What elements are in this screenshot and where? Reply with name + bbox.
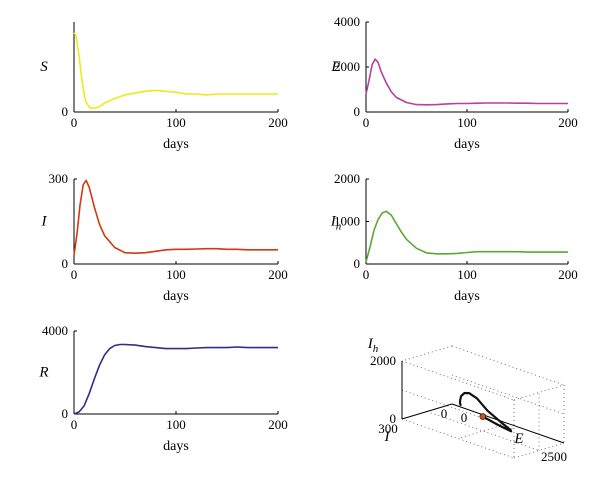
y-tick-label: 2000 bbox=[334, 59, 360, 74]
i-axis-label: I bbox=[384, 429, 391, 445]
z-axis-label: Ih bbox=[367, 336, 379, 355]
series-line-e bbox=[365, 58, 568, 106]
i-tick-label: 0 bbox=[441, 406, 448, 421]
y-tick-label: 4000 bbox=[334, 14, 360, 29]
x-tick-label: 200 bbox=[558, 267, 578, 282]
x-tick-label: 100 bbox=[457, 115, 477, 130]
y-tick-label: 1000 bbox=[334, 214, 360, 229]
x-axis-label: days bbox=[454, 137, 480, 152]
x-tick-label: 0 bbox=[71, 417, 78, 432]
x-axis-label: days bbox=[163, 439, 189, 454]
e-tick-label: 2500 bbox=[541, 449, 567, 464]
x-tick-label: 200 bbox=[268, 115, 288, 130]
series-line-s bbox=[73, 32, 278, 110]
grid-line-3d bbox=[451, 345, 565, 386]
grid-line-3d bbox=[401, 345, 453, 362]
panel-s: 0 100 200 0 days S bbox=[40, 22, 288, 152]
e-tick-label: 0 bbox=[461, 410, 468, 425]
x-axis-label: days bbox=[163, 137, 189, 152]
x-tick-label: 200 bbox=[558, 115, 578, 130]
trajectory-start-marker bbox=[479, 413, 487, 420]
z-tick-label: 0 bbox=[390, 411, 397, 426]
y-tick-label: 300 bbox=[49, 171, 69, 186]
x-tick-label: 0 bbox=[71, 267, 78, 282]
y-axis-label: Ih bbox=[330, 214, 342, 233]
z-axis-label-main: I bbox=[367, 336, 374, 352]
grid-line-3d bbox=[401, 360, 515, 401]
y-axis-label: S bbox=[40, 59, 48, 75]
y-tick-label: 2000 bbox=[334, 171, 360, 186]
x-tick-label: 200 bbox=[268, 267, 288, 282]
z-tick-label: 2000 bbox=[370, 353, 396, 368]
series-line-r bbox=[73, 343, 278, 415]
e-axis-line bbox=[451, 403, 565, 444]
grid-line-3d bbox=[513, 384, 565, 401]
y-axis-label-sub: h bbox=[336, 221, 342, 233]
i-tick-label: 300 bbox=[378, 421, 398, 436]
y-axis-label-main: I bbox=[41, 214, 48, 230]
trajectory-line bbox=[458, 391, 513, 433]
z-axis-label-sub: h bbox=[373, 343, 379, 355]
x-tick-label: 0 bbox=[363, 115, 370, 130]
y-axis-label-main: E bbox=[330, 59, 340, 75]
x-tick-label: 0 bbox=[71, 115, 78, 130]
y-tick-label: 0 bbox=[354, 256, 361, 271]
e-axis-label: E bbox=[513, 431, 523, 447]
x-tick-label: 100 bbox=[166, 417, 186, 432]
x-tick-label: 0 bbox=[363, 267, 370, 282]
series-line-i bbox=[73, 179, 278, 256]
y-tick-label: 0 bbox=[354, 104, 361, 119]
y-tick-label: 0 bbox=[62, 104, 69, 119]
y-tick-label: 4000 bbox=[42, 323, 68, 338]
y-tick-label: 0 bbox=[62, 256, 69, 271]
x-axis-label: days bbox=[163, 289, 189, 304]
grid-line-3d bbox=[451, 374, 565, 415]
y-axis-label-main: S bbox=[40, 59, 48, 75]
series-line-ih bbox=[365, 210, 568, 263]
i-axis-line bbox=[401, 403, 453, 420]
x-axis-label: days bbox=[454, 289, 480, 304]
x-tick-label: 200 bbox=[268, 417, 288, 432]
x-tick-label: 100 bbox=[166, 115, 186, 130]
x-tick-label: 100 bbox=[457, 267, 477, 282]
y-axis-label: I bbox=[41, 214, 48, 230]
y-axis-label: R bbox=[38, 365, 48, 381]
grid-line-3d bbox=[513, 442, 565, 459]
panel-i: 0 100 200 0 300 days I bbox=[41, 171, 288, 304]
x-tick-label: 100 bbox=[166, 267, 186, 282]
y-axis-label: E bbox=[330, 59, 340, 75]
panel-r: 0 100 200 0 4000 days R bbox=[38, 323, 287, 454]
y-axis-label-main: I bbox=[330, 214, 337, 230]
y-axis-label-main: R bbox=[38, 365, 48, 381]
y-tick-label: 0 bbox=[62, 406, 69, 421]
grid-line-3d bbox=[401, 389, 515, 430]
